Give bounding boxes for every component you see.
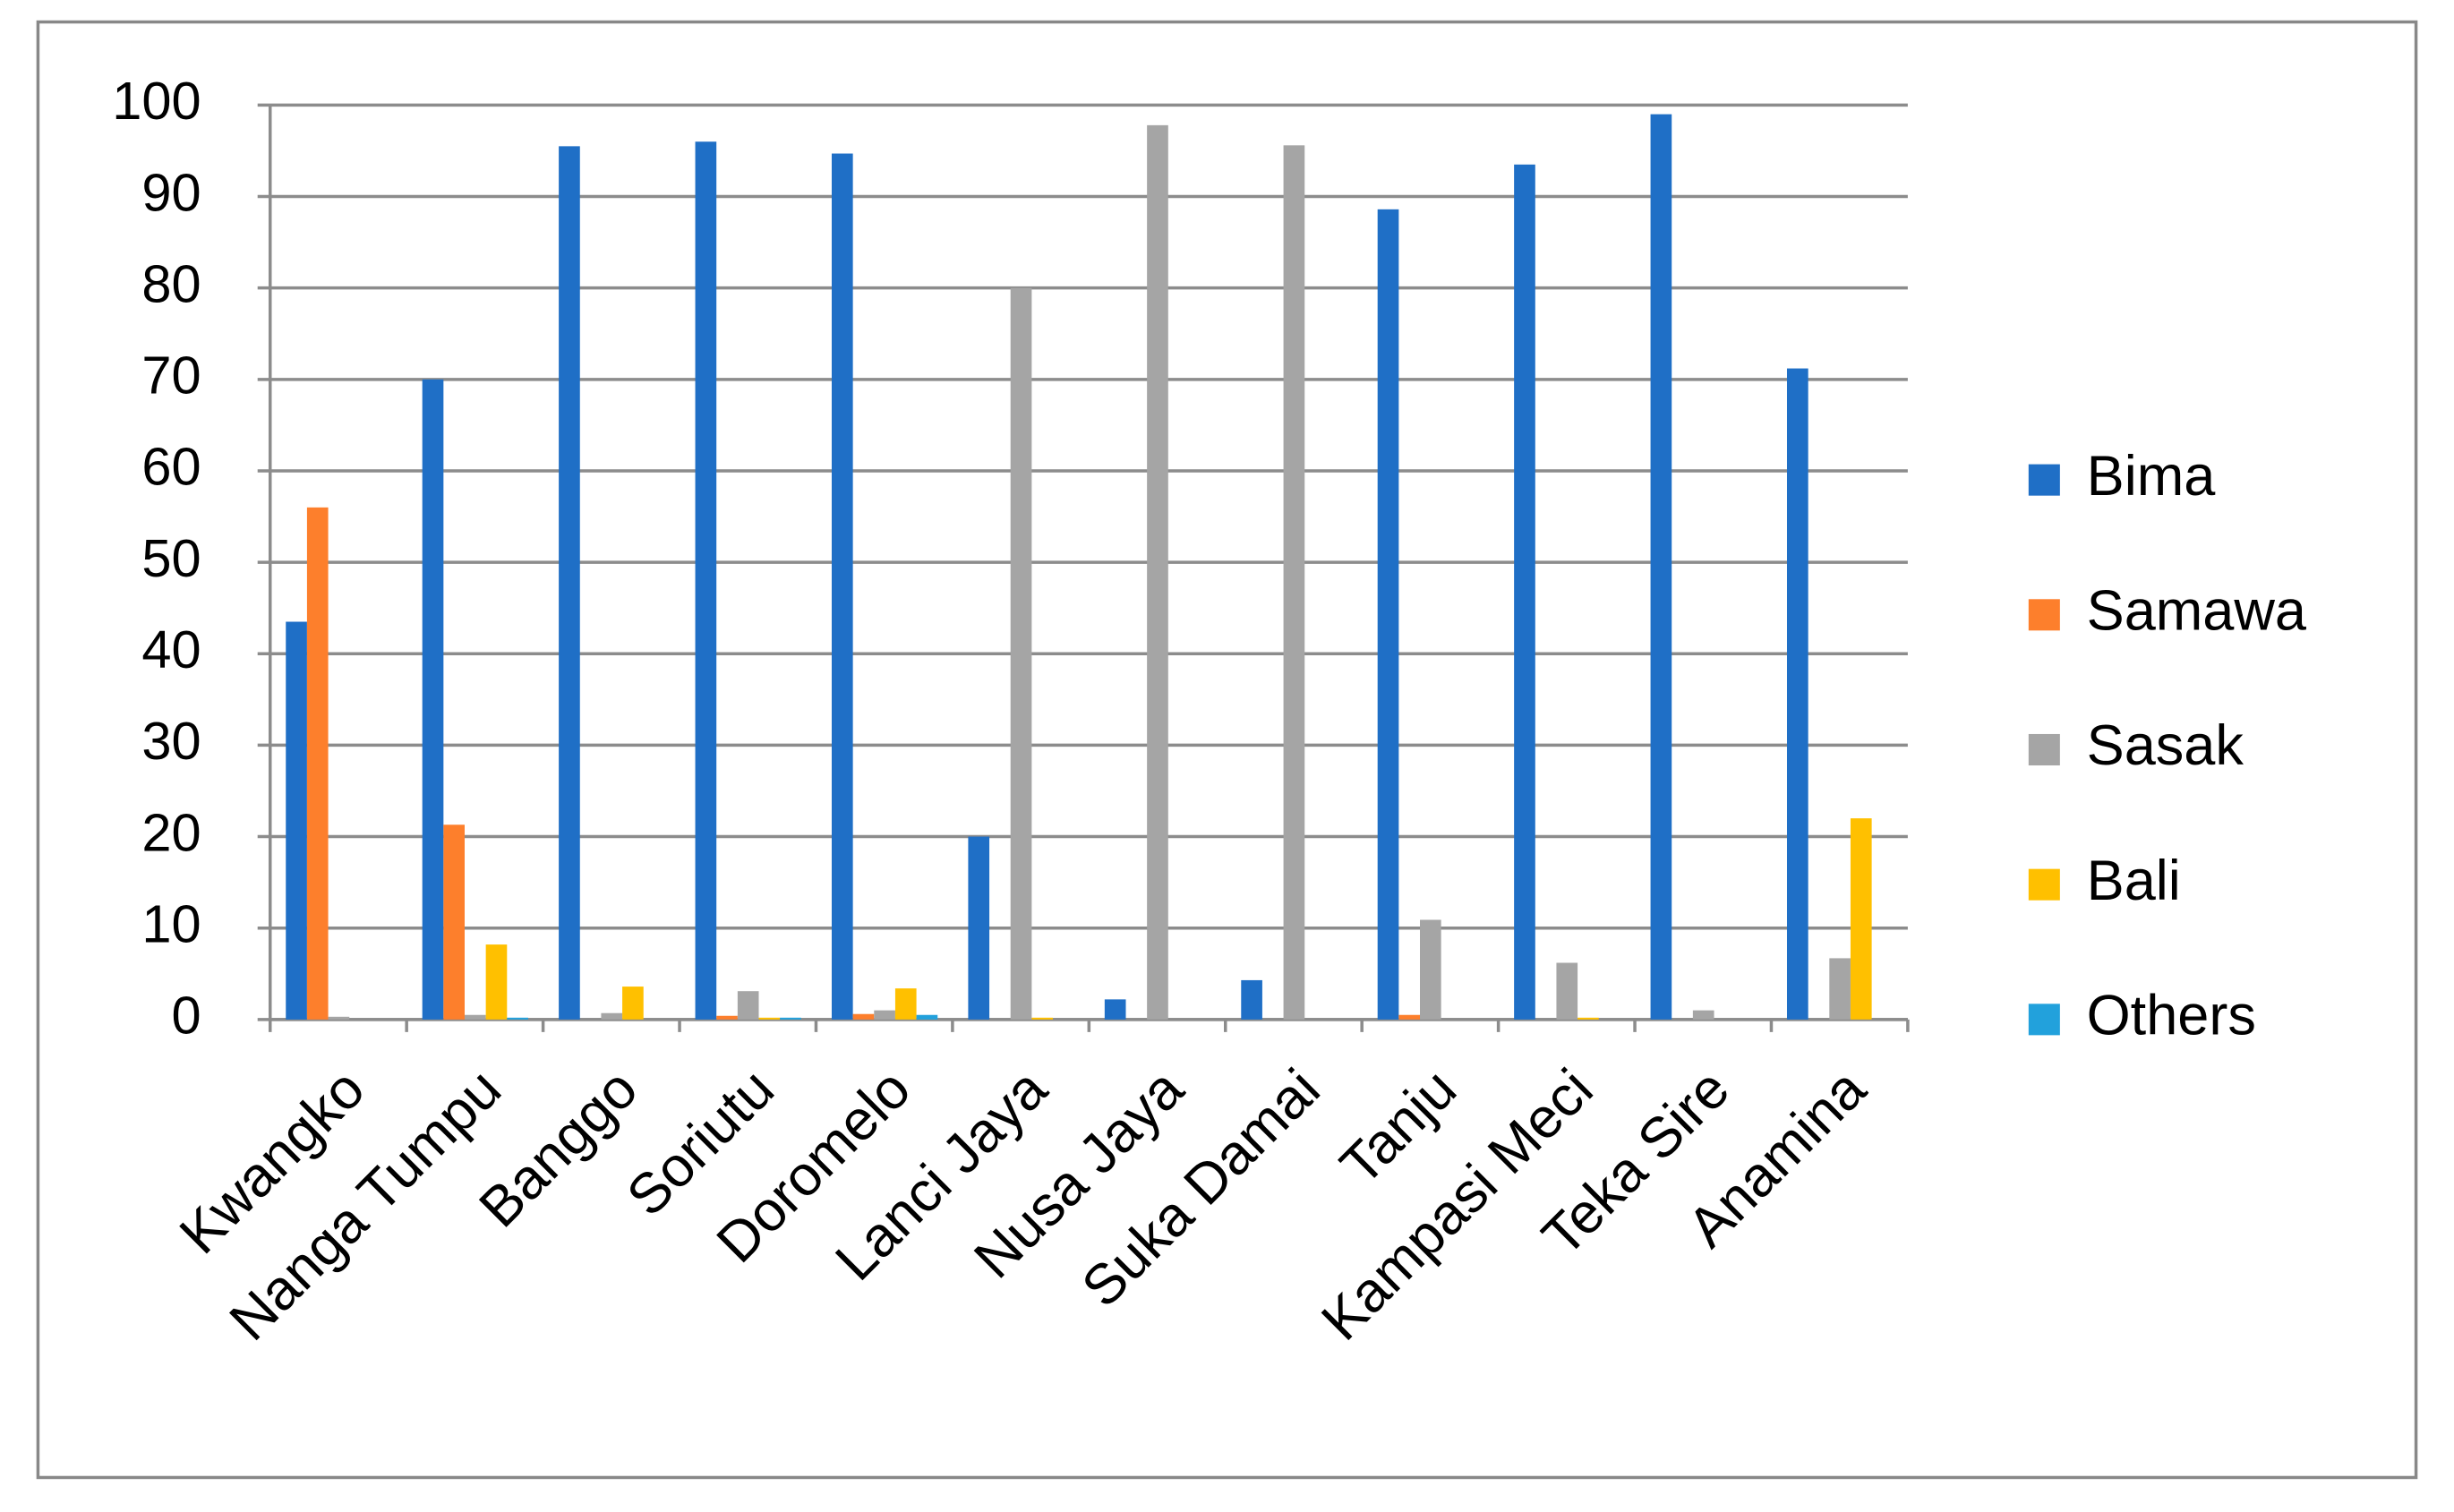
- y-tick-label: 30: [141, 711, 201, 771]
- bar: [1514, 164, 1535, 1020]
- bar: [1010, 287, 1032, 1020]
- y-tick-label: 40: [141, 619, 201, 679]
- bar: [443, 824, 465, 1020]
- legend-label: Others: [2087, 985, 2256, 1047]
- bar: [1850, 818, 1872, 1020]
- y-tick-label: 20: [141, 802, 201, 862]
- bar: [422, 379, 444, 1020]
- legend-swatch: [2028, 1004, 2060, 1036]
- bar: [737, 991, 759, 1020]
- bar: [1398, 1014, 1421, 1020]
- bar: [1420, 919, 1441, 1020]
- y-tick-label: 0: [172, 986, 201, 1046]
- bar: [968, 836, 990, 1020]
- bar: [874, 1010, 895, 1020]
- bar: [780, 1017, 801, 1020]
- bar: [601, 1012, 623, 1020]
- y-tick-label: 60: [141, 437, 201, 497]
- bar: [894, 988, 917, 1020]
- bar: [1786, 368, 1808, 1020]
- bar: [1147, 124, 1168, 1020]
- legend-swatch: [2028, 733, 2060, 766]
- legend-swatch: [2028, 599, 2060, 631]
- bar: [464, 1014, 486, 1020]
- bar: [716, 1015, 738, 1020]
- legend-label: Bali: [2087, 850, 2181, 912]
- y-tick-label: 100: [112, 71, 201, 131]
- y-tick-label: 50: [141, 528, 201, 588]
- bar: [559, 146, 580, 1020]
- legend-label: Sasak: [2087, 714, 2245, 777]
- bar: [507, 1017, 528, 1020]
- bar: [852, 1013, 875, 1020]
- bar: [306, 507, 329, 1020]
- bar: [1377, 209, 1399, 1020]
- bar: [758, 1017, 781, 1020]
- legend-label: Bima: [2087, 445, 2217, 508]
- bar: [1031, 1017, 1054, 1020]
- bar: [1104, 999, 1126, 1020]
- bar: [485, 944, 508, 1020]
- legend-label: Samawa: [2087, 579, 2307, 642]
- bar: [1283, 145, 1305, 1020]
- bar: [831, 153, 853, 1020]
- bar: [622, 987, 644, 1020]
- bar: [916, 1014, 938, 1020]
- bar: [1578, 1017, 1599, 1020]
- y-tick-label: 70: [141, 346, 201, 406]
- bar: [1829, 958, 1851, 1020]
- bar: [1692, 1010, 1714, 1020]
- legend-swatch: [2028, 464, 2060, 496]
- y-tick-label: 10: [141, 893, 201, 953]
- bar: [695, 141, 717, 1020]
- bar: [1556, 962, 1578, 1020]
- bar: [328, 1016, 350, 1020]
- bar: [286, 621, 307, 1020]
- bar: [1650, 114, 1672, 1020]
- bar: [1241, 979, 1262, 1020]
- legend-swatch: [2028, 868, 2060, 901]
- y-tick-label: 90: [141, 162, 201, 222]
- y-tick-label: 80: [141, 253, 201, 313]
